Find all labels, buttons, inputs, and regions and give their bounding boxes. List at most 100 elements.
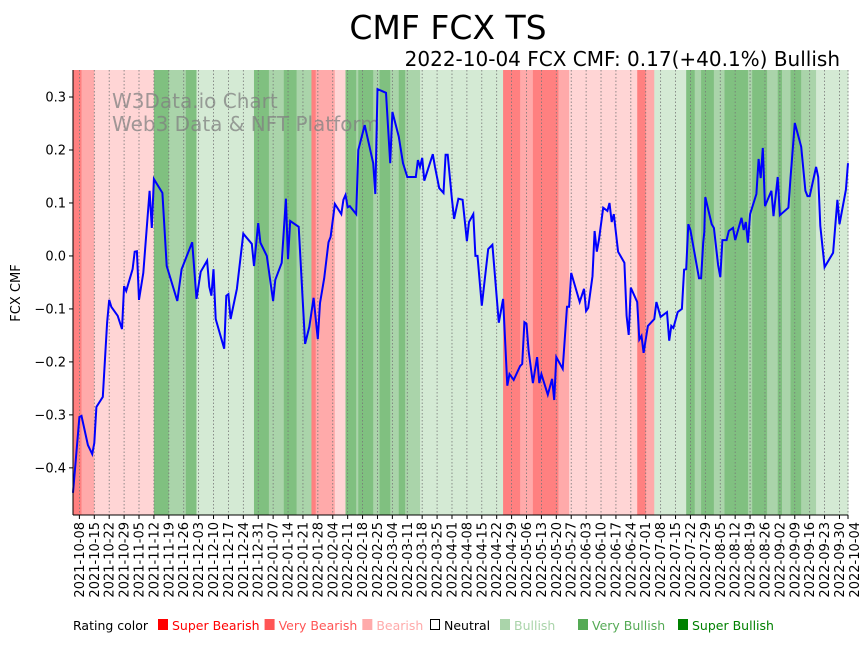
y-tick-label: −0.4 xyxy=(34,461,66,476)
x-tick-label: 2022-04-22 xyxy=(490,522,505,598)
legend-swatch-vbu xyxy=(578,619,588,630)
rating-band-sbu xyxy=(686,70,696,515)
rating-band-sbu xyxy=(724,70,749,515)
x-tick-label: 2022-03-25 xyxy=(431,522,446,598)
rating-band-vbu xyxy=(296,70,312,515)
rating-band-vbu xyxy=(390,70,400,515)
x-tick-label: 2022-02-18 xyxy=(356,522,371,598)
x-tick-label: 2022-01-21 xyxy=(296,522,311,598)
rating-band-sbu xyxy=(379,70,391,515)
legend-swatch-sb xyxy=(158,619,168,630)
x-tick-label: 2022-07-01 xyxy=(639,522,654,598)
x-tick-label: 2022-06-03 xyxy=(580,522,595,598)
x-tick-label: 2022-04-29 xyxy=(505,522,520,598)
x-tick-label: 2021-12-17 xyxy=(222,522,237,598)
rating-band-vb xyxy=(315,70,336,515)
rating-band-vb xyxy=(645,70,655,515)
legend-swatch-b xyxy=(362,619,373,630)
x-tick-label: 2022-07-15 xyxy=(669,522,684,598)
x-tick-label: 2021-12-10 xyxy=(207,522,222,598)
rating-band-vbu xyxy=(356,70,359,515)
x-tick-label: 2021-12-24 xyxy=(237,522,252,598)
legend-swatch-bu xyxy=(500,619,510,630)
x-tick-label: 2021-10-08 xyxy=(73,522,88,598)
rating-band-b xyxy=(569,70,638,515)
legend-swatch-neutral xyxy=(430,619,440,630)
x-tick-label: 2022-09-23 xyxy=(818,522,833,598)
legend-label-n: Neutral xyxy=(444,618,490,633)
rating-band-bu xyxy=(420,70,504,515)
x-tick-label: 2022-04-08 xyxy=(460,522,475,598)
x-tick-label: 2022-08-12 xyxy=(729,522,744,598)
rating-band-sbu xyxy=(398,70,406,515)
x-tick-label: 2022-02-11 xyxy=(341,522,356,598)
rating-band-sb xyxy=(311,70,317,515)
rating-bands xyxy=(73,70,849,515)
legend-label-b: Bearish xyxy=(376,618,423,633)
x-tick-label: 2022-02-04 xyxy=(326,522,341,598)
rating-band-sb xyxy=(637,70,647,515)
x-tick-label: 2022-05-27 xyxy=(565,522,580,598)
x-tick-label: 2021-11-19 xyxy=(162,522,177,598)
x-tick-label: 2021-10-15 xyxy=(88,522,103,598)
rating-band-vbu xyxy=(713,70,726,515)
rating-legend: Rating color Super Bearish Very Bearish Bea… xyxy=(73,618,774,633)
rating-band-bu xyxy=(654,70,687,515)
rating-band-sb xyxy=(503,70,521,515)
x-tick-label: 2022-05-20 xyxy=(550,522,565,598)
watermark-line-1: W3Data.io Chart xyxy=(112,89,278,113)
x-tick-label: 2022-09-16 xyxy=(803,522,818,598)
rating-band-vbu xyxy=(373,70,381,515)
y-tick-label: 0.2 xyxy=(45,143,66,158)
legend-label-vbu: Very Bullish xyxy=(592,618,665,633)
rating-band-bu xyxy=(196,70,255,515)
y-tick-label: −0.1 xyxy=(34,302,66,317)
x-tick-label: 2022-09-30 xyxy=(833,522,848,598)
x-tick-label: 2021-10-22 xyxy=(103,522,118,598)
rating-band-sbu xyxy=(701,70,715,515)
rating-band-vbu xyxy=(801,70,817,515)
rating-band-vbu xyxy=(268,70,285,515)
rating-band-vbu xyxy=(405,70,421,515)
legend-swatch-sbu xyxy=(678,619,688,630)
rating-band-sb xyxy=(73,70,83,515)
x-tick-label: 2021-11-26 xyxy=(177,522,192,598)
x-tick-label: 2021-10-29 xyxy=(118,522,133,598)
x-tick-label: 2021-12-03 xyxy=(192,522,207,598)
rating-band-sbu xyxy=(283,70,298,515)
y-tick-label: −0.2 xyxy=(34,355,66,370)
x-tick-label: 2022-08-26 xyxy=(758,522,773,598)
rating-band-vbu xyxy=(767,70,779,515)
x-tick-label: 2022-07-22 xyxy=(684,522,699,598)
y-tick-label: 0.0 xyxy=(45,249,66,264)
rating-band-vb xyxy=(81,70,95,515)
x-tick-label: 2021-11-05 xyxy=(133,522,148,598)
rating-band-vbu xyxy=(781,70,792,515)
x-tick-label: 2022-10-04 xyxy=(848,522,863,598)
rating-band-sbu xyxy=(253,70,270,515)
x-tick-label: 2021-11-12 xyxy=(147,522,162,598)
rating-band-sbu xyxy=(185,70,197,515)
rating-band-sbu xyxy=(358,70,374,515)
rating-band-vb xyxy=(520,70,534,515)
legend-label-bu: Bullish xyxy=(514,618,555,633)
x-tick-label: 2022-01-07 xyxy=(267,522,282,598)
legend-title: Rating color xyxy=(73,618,149,633)
legend-label-sbu: Super Bullish xyxy=(692,618,774,633)
x-tick-label: 2022-06-24 xyxy=(624,522,639,598)
chart-subtitle: 2022-10-04 FCX CMF: 0.17(+40.1%) Bullish xyxy=(405,47,840,71)
x-tick-label: 2022-03-11 xyxy=(401,522,416,598)
x-tick-label: 2022-09-02 xyxy=(773,522,788,598)
x-tick-label: 2022-02-25 xyxy=(371,522,386,598)
watermark-line-2: Web3 Data & NFT Platform xyxy=(112,112,380,136)
rating-band-vbu xyxy=(747,70,753,515)
x-tick-label: 2022-08-05 xyxy=(714,522,729,598)
rating-band-sbu xyxy=(777,70,783,515)
rating-band-bu xyxy=(816,70,849,515)
rating-band-sbu xyxy=(790,70,802,515)
x-tick-label: 2022-01-28 xyxy=(311,522,326,598)
x-tick-label: 2022-05-13 xyxy=(535,522,550,598)
y-ticks: 0.3 0.2 0.1 0.0 −0.1 −0.2 −0.3 −0.4 xyxy=(34,91,73,476)
legend-swatch-vb xyxy=(264,619,275,630)
